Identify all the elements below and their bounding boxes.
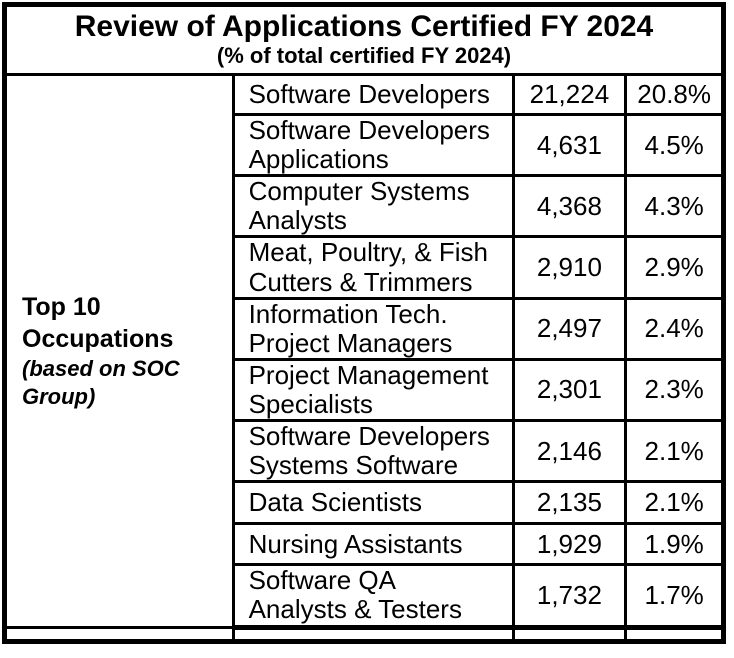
count-cell: 2,135 bbox=[511, 480, 628, 526]
count-cell: 2,497 bbox=[511, 296, 628, 361]
count-cell: 21,224 bbox=[511, 73, 628, 116]
table-header: Review of Applications Certified FY 2024… bbox=[3, 3, 725, 76]
table-row: Information Tech. Project Managers 2,497… bbox=[5, 296, 725, 361]
table-row: Software Developers Applications 4,631 4… bbox=[5, 112, 725, 178]
count-cell: 4,631 bbox=[511, 112, 628, 178]
occupation-cell: Data Scientists bbox=[231, 480, 515, 526]
occupation-cell: Computer Systems Analysts bbox=[231, 174, 515, 239]
count-cell: 4,368 bbox=[511, 174, 628, 239]
table-subtitle: (% of total certified FY 2024) bbox=[216, 43, 512, 69]
clipped-count-cell bbox=[511, 625, 628, 643]
clipped-side-cell bbox=[3, 625, 235, 643]
percent-cell: 1.7% bbox=[624, 563, 725, 630]
certified-applications-table: Review of Applications Certified FY 2024… bbox=[2, 2, 726, 644]
header-row: Review of Applications Certified FY 2024… bbox=[3, 3, 725, 76]
side-label-subtitle: (based on SOC Group) bbox=[22, 355, 180, 409]
count-cell: 2,301 bbox=[511, 357, 628, 423]
percent-cell: 2.9% bbox=[624, 235, 725, 300]
table-row: Software QA Analysts & Testers 1,732 1.7… bbox=[5, 563, 725, 630]
table-row: Data Scientists 2,135 2.1% bbox=[5, 480, 725, 526]
occupation-cell: Software Developers Applications bbox=[231, 112, 515, 178]
percent-cell: 1.9% bbox=[624, 522, 725, 567]
occupation-cell: Information Tech. Project Managers bbox=[231, 296, 515, 361]
count-cell: 1,929 bbox=[511, 522, 628, 567]
table-row: Project Management Specialists 2,301 2.3… bbox=[5, 357, 725, 423]
side-label-title: Top 10 Occupations bbox=[22, 292, 174, 353]
clipped-percent-cell bbox=[624, 625, 725, 643]
percent-cell: 2.3% bbox=[624, 357, 725, 423]
occupation-cell: Meat, Poultry, & Fish Cutters & Trimmers bbox=[231, 235, 515, 300]
occupation-cell: Nursing Assistants bbox=[231, 522, 515, 567]
percent-cell: 20.8% bbox=[624, 73, 725, 116]
table-row: Software Developers Systems Software 2,1… bbox=[5, 419, 725, 484]
count-cell: 1,732 bbox=[511, 563, 628, 630]
percent-cell: 4.3% bbox=[624, 174, 725, 239]
clipped-next-section-row bbox=[3, 625, 725, 643]
occupation-cell: Project Management Specialists bbox=[231, 357, 515, 423]
table-row: Computer Systems Analysts 4,368 4.3% bbox=[5, 174, 725, 239]
table-row: Meat, Poultry, & Fish Cutters & Trimmers… bbox=[5, 235, 725, 300]
occupation-cell: Software QA Analysts & Testers bbox=[231, 563, 515, 630]
clipped-occupation-cell bbox=[231, 625, 515, 643]
count-cell: 2,146 bbox=[511, 419, 628, 484]
percent-cell: 2.1% bbox=[624, 480, 725, 526]
table-row: Nursing Assistants 1,929 1.9% bbox=[5, 522, 725, 567]
percent-cell: 4.5% bbox=[624, 112, 725, 178]
percent-cell: 2.1% bbox=[624, 419, 725, 484]
occupation-cell: Software Developers bbox=[231, 73, 515, 116]
side-label-cell: Top 10 Occupations (based on SOC Group) bbox=[3, 73, 235, 629]
table-title: Review of Applications Certified FY 2024 bbox=[74, 9, 654, 43]
table-row: Top 10 Occupations (based on SOC Group) … bbox=[3, 73, 725, 629]
occupation-cell: Software Developers Systems Software bbox=[231, 419, 515, 484]
count-cell: 2,910 bbox=[511, 235, 628, 300]
percent-cell: 2.4% bbox=[624, 296, 725, 361]
